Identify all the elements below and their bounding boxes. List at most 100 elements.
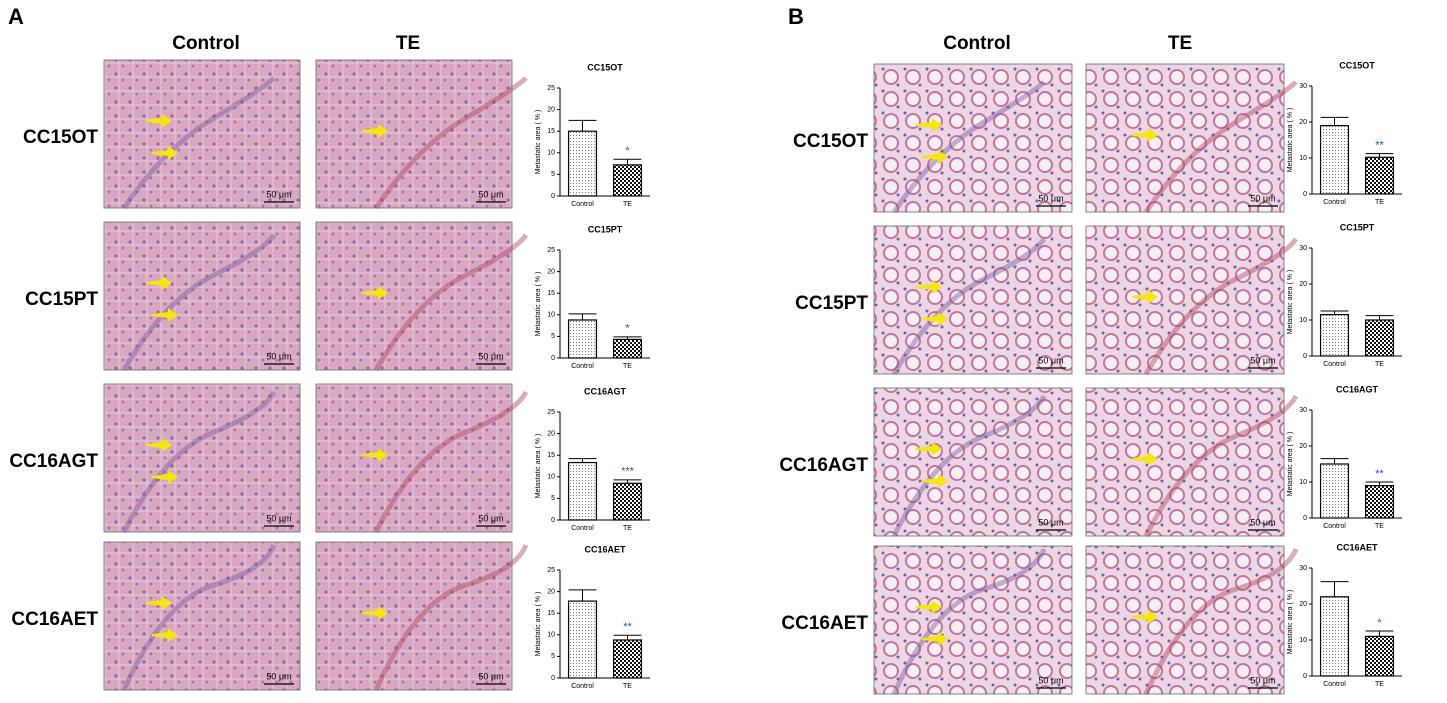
micrograph	[103, 221, 301, 371]
y-tick-label: 20	[1299, 281, 1307, 288]
arrow	[922, 474, 948, 488]
y-axis-label: Metastatic area ( % )	[535, 110, 542, 175]
arrow	[916, 442, 942, 456]
x-tick-label: TE	[1375, 523, 1384, 530]
arrow	[1132, 610, 1158, 624]
scale-bar-label: 50 μm	[1250, 675, 1275, 685]
y-axis-label: Metastatic area ( % )	[1287, 590, 1294, 655]
y-axis-label: Metastatic area ( % )	[535, 434, 542, 499]
tissue-detail	[373, 543, 529, 692]
chart-title: CC15OT	[1339, 60, 1375, 70]
bar	[1319, 124, 1350, 195]
micrograph	[1085, 63, 1285, 213]
micrograph	[873, 225, 1073, 375]
scale-bar-label: 50 μm	[1250, 193, 1275, 203]
row-label: CC16AGT	[9, 451, 98, 472]
y-axis-label: Metastatic area ( % )	[535, 592, 542, 657]
arrow	[916, 118, 942, 132]
micrograph	[873, 545, 1073, 695]
y-tick-label: 0	[1303, 353, 1307, 360]
y-tick-label: 0	[1303, 515, 1307, 522]
scale-bar-label: 50 μm	[1038, 675, 1063, 685]
y-tick-label: 5	[551, 171, 555, 178]
bar	[1364, 319, 1395, 357]
x-tick-label: TE	[1375, 199, 1384, 206]
bar	[567, 461, 598, 521]
significance-label: *	[625, 323, 630, 335]
arrow	[146, 276, 172, 290]
bar	[567, 600, 598, 679]
tissue-detail	[891, 237, 1047, 376]
chart-title: CC16AGT	[1336, 384, 1379, 394]
y-tick-label: 20	[1299, 443, 1307, 450]
tissue-detail	[1143, 394, 1299, 538]
y-tick-label: 15	[547, 128, 555, 135]
micrograph	[1085, 387, 1285, 537]
y-tick-label: 10	[547, 150, 555, 157]
y-tick-label: 10	[547, 312, 555, 319]
y-tick-label: 0	[551, 193, 555, 200]
bar	[612, 164, 643, 197]
y-tick-label: 5	[551, 495, 555, 502]
arrow	[146, 438, 172, 452]
y-tick-label: 20	[1299, 601, 1307, 608]
scale-bar-label: 50 μm	[266, 351, 291, 361]
y-tick-label: 0	[1303, 191, 1307, 198]
y-tick-label: 10	[547, 632, 555, 639]
bar	[612, 482, 643, 521]
bar	[567, 319, 598, 359]
y-tick-label: 10	[547, 474, 555, 481]
y-tick-label: 0	[551, 675, 555, 682]
arrow	[152, 470, 178, 484]
tissue-detail	[1143, 80, 1298, 214]
tissue-detail	[121, 233, 277, 372]
bar	[1364, 485, 1395, 519]
y-axis-label: Metastatic area ( % )	[535, 272, 542, 337]
y-tick-label: 0	[1303, 673, 1307, 680]
significance-label: **	[623, 621, 632, 633]
scale-bar-label: 50 μm	[478, 671, 503, 681]
panel-label: B	[788, 4, 804, 29]
y-tick-label: 20	[547, 588, 555, 595]
micrograph	[1085, 545, 1285, 695]
scale-bar-label: 50 μm	[478, 351, 503, 361]
row-label: CC15PT	[25, 289, 98, 310]
micrograph	[315, 541, 513, 691]
tissue-detail	[891, 394, 1047, 538]
arrow	[922, 632, 948, 646]
micrograph	[873, 63, 1073, 213]
y-tick-label: 10	[1299, 637, 1307, 644]
x-tick-label: Control	[571, 363, 594, 370]
scale-bar-label: 50 μm	[266, 189, 291, 199]
scale-bar-label: 50 μm	[1038, 355, 1063, 365]
tissue-detail	[891, 80, 1046, 214]
y-axis-label: Metastatic area ( % )	[1287, 432, 1294, 497]
y-tick-label: 0	[551, 355, 555, 362]
x-tick-label: TE	[1375, 681, 1384, 688]
column-header: Control	[172, 33, 240, 54]
scale-bar-label: 50 μm	[1038, 193, 1063, 203]
y-tick-label: 20	[547, 106, 555, 113]
micrograph	[315, 221, 513, 371]
bar	[1319, 596, 1350, 677]
bar	[1319, 463, 1350, 519]
y-tick-label: 10	[1299, 317, 1307, 324]
arrow	[152, 308, 178, 322]
x-tick-label: TE	[623, 683, 632, 690]
tissue-detail	[373, 390, 529, 534]
column-header: Control	[943, 33, 1011, 54]
tissue-detail	[891, 547, 1047, 696]
column-header: TE	[396, 33, 420, 54]
arrow	[362, 286, 388, 300]
y-tick-label: 15	[547, 290, 555, 297]
arrow	[1132, 128, 1158, 142]
tissue-detail	[1143, 547, 1299, 696]
chart-title: CC16AGT	[584, 386, 627, 396]
x-tick-label: TE	[1375, 361, 1384, 368]
y-axis-label: Metastatic area ( % )	[1287, 270, 1294, 335]
significance-label: ***	[621, 466, 635, 478]
tissue-detail	[1143, 237, 1299, 376]
micrograph	[1085, 225, 1285, 375]
tissue-detail	[373, 233, 529, 372]
